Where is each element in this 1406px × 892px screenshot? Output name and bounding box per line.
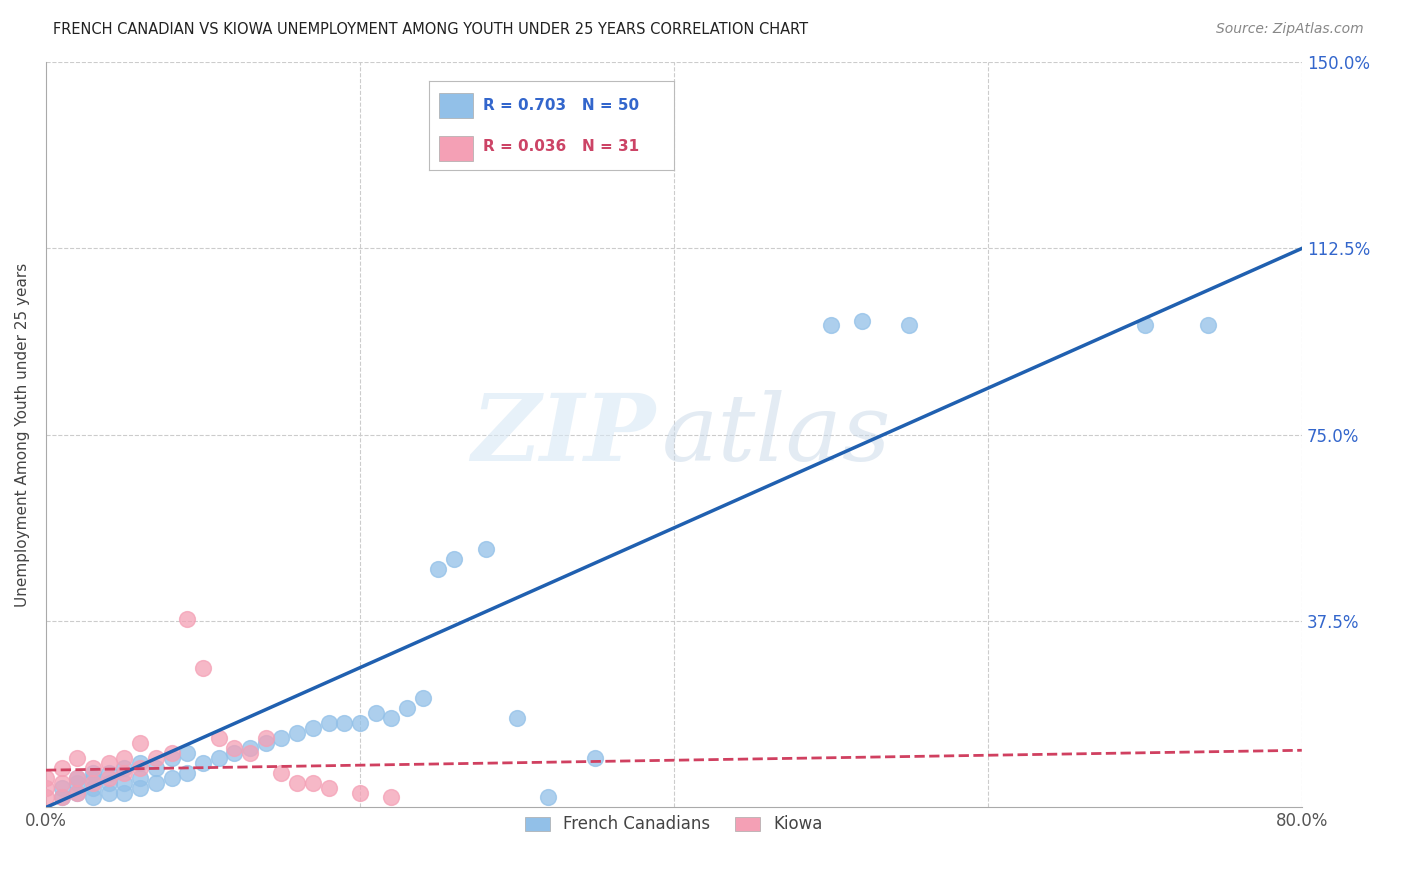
Point: [191, 756, 214, 770]
Legend: French Canadians, Kiowa: French Canadians, Kiowa: [519, 809, 830, 840]
Point: [1133, 318, 1156, 333]
Point: [176, 746, 198, 760]
Point: [160, 771, 183, 785]
Point: [1197, 318, 1219, 333]
Point: [114, 775, 136, 789]
Point: [66, 771, 89, 785]
Point: [114, 761, 136, 775]
Point: [82, 765, 104, 780]
Point: [51, 790, 73, 805]
Point: [176, 765, 198, 780]
Point: [129, 780, 152, 795]
Point: [145, 761, 167, 775]
Point: [820, 318, 842, 333]
Point: [66, 771, 89, 785]
Y-axis label: Unemployment Among Youth under 25 years: Unemployment Among Youth under 25 years: [15, 262, 30, 607]
Text: FRENCH CANADIAN VS KIOWA UNEMPLOYMENT AMONG YOUTH UNDER 25 YEARS CORRELATION CHA: FRENCH CANADIAN VS KIOWA UNEMPLOYMENT AM…: [53, 22, 808, 37]
Point: [364, 706, 387, 720]
Point: [380, 711, 402, 725]
Point: [51, 775, 73, 789]
Point: [443, 552, 465, 566]
Point: [82, 780, 104, 795]
Point: [270, 765, 292, 780]
Point: [35, 790, 58, 805]
Point: [254, 731, 277, 745]
Point: [66, 785, 89, 799]
Point: [160, 750, 183, 764]
Point: [97, 771, 120, 785]
Point: [285, 775, 308, 789]
Point: [35, 780, 58, 795]
Point: [129, 756, 152, 770]
Text: atlas: atlas: [661, 390, 891, 480]
Point: [82, 775, 104, 789]
Text: Source: ZipAtlas.com: Source: ZipAtlas.com: [1216, 22, 1364, 37]
Point: [349, 715, 371, 730]
Point: [851, 313, 873, 327]
Point: [145, 750, 167, 764]
Point: [114, 750, 136, 764]
Point: [224, 740, 246, 755]
Point: [160, 746, 183, 760]
Point: [66, 785, 89, 799]
Point: [82, 761, 104, 775]
Point: [114, 765, 136, 780]
Point: [176, 612, 198, 626]
Point: [254, 736, 277, 750]
Point: [145, 775, 167, 789]
Point: [318, 780, 340, 795]
Point: [333, 715, 356, 730]
Point: [898, 318, 921, 333]
Point: [224, 746, 246, 760]
Point: [97, 785, 120, 799]
Point: [191, 661, 214, 675]
Point: [129, 771, 152, 785]
Point: [51, 761, 73, 775]
Point: [82, 790, 104, 805]
Point: [129, 761, 152, 775]
Point: [302, 721, 325, 735]
Point: [285, 726, 308, 740]
Point: [239, 746, 262, 760]
Point: [97, 775, 120, 789]
Point: [239, 740, 262, 755]
Point: [537, 790, 560, 805]
Point: [208, 731, 231, 745]
Point: [208, 750, 231, 764]
Point: [349, 785, 371, 799]
Point: [583, 750, 606, 764]
Point: [427, 562, 450, 576]
Point: [66, 750, 89, 764]
Point: [51, 780, 73, 795]
Point: [302, 775, 325, 789]
Point: [412, 691, 434, 706]
Point: [318, 715, 340, 730]
Point: [114, 785, 136, 799]
Text: ZIP: ZIP: [471, 390, 655, 480]
Point: [270, 731, 292, 745]
Point: [97, 756, 120, 770]
Point: [506, 711, 529, 725]
Point: [474, 542, 496, 557]
Point: [82, 771, 104, 785]
Point: [51, 790, 73, 805]
Point: [380, 790, 402, 805]
Point: [129, 736, 152, 750]
Point: [35, 771, 58, 785]
Point: [66, 775, 89, 789]
Point: [97, 765, 120, 780]
Point: [395, 701, 418, 715]
